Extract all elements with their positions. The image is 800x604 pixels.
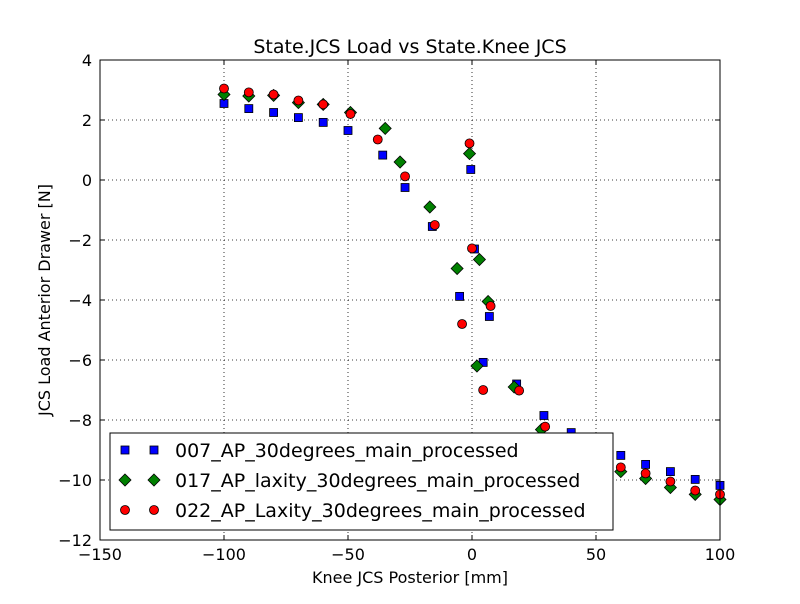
series-3-points	[219, 83, 725, 500]
data-point	[665, 476, 676, 487]
data-point	[457, 319, 467, 329]
data-point	[641, 459, 650, 469]
data-point	[268, 89, 279, 100]
data-point	[219, 83, 229, 94]
legend-box	[109, 432, 614, 531]
y-tick-label: −4	[68, 291, 92, 310]
legend-marker	[149, 445, 159, 455]
y-tick-label: −2	[68, 231, 92, 250]
y-tick-label: 2	[82, 111, 92, 130]
data-point	[423, 200, 437, 214]
data-point	[666, 467, 675, 477]
x-tick-label: 0	[467, 545, 477, 564]
legend: 007_AP_30degrees_main_processed 017_AP_l…	[109, 432, 614, 531]
data-point	[485, 301, 496, 311]
data-point	[345, 109, 356, 119]
chart-title: State.JCS Load vs State.Knee JCS	[253, 36, 566, 58]
data-point	[690, 485, 701, 496]
data-point	[400, 183, 410, 192]
data-point	[378, 150, 388, 160]
data-point	[372, 134, 383, 145]
x-tick-label: −150	[78, 545, 122, 564]
data-point	[318, 118, 328, 127]
data-point	[462, 147, 477, 161]
y-tick-label: −12	[58, 531, 92, 550]
legend-marker	[120, 445, 130, 455]
legend-label-017: 017_AP_laxity_30degrees_main_processed	[175, 470, 580, 492]
x-tick-label: 100	[705, 545, 736, 564]
data-point	[540, 421, 551, 432]
legend-markers	[118, 445, 161, 515]
data-point	[244, 104, 254, 113]
y-tick-label: 0	[82, 171, 92, 190]
legend-marker	[118, 473, 132, 487]
y-tick-label: −10	[58, 471, 92, 490]
axis-ticks: −150 −100 −50 0 50 100 −12 −10 −8 −6 −4 −2 0 2 4	[58, 51, 735, 564]
data-point	[640, 468, 651, 479]
data-point	[464, 138, 475, 149]
y-tick-label: −6	[68, 351, 92, 370]
data-point	[690, 474, 700, 484]
data-point	[429, 220, 440, 230]
x-tick-label: −50	[331, 545, 365, 564]
data-point	[616, 450, 626, 460]
data-point	[615, 462, 626, 473]
data-point	[484, 312, 494, 321]
data-point	[472, 252, 487, 267]
legend-marker	[120, 505, 130, 515]
x-axis-label: Knee JCS Posterior [mm]	[312, 568, 508, 587]
data-point	[478, 385, 489, 395]
legend-marker	[147, 473, 161, 487]
data-point	[470, 359, 484, 373]
data-point	[393, 155, 407, 169]
data-point	[466, 165, 476, 174]
legend-label-007: 007_AP_30degrees_main_processed	[175, 440, 519, 462]
legend-label-022: 022_AP_Laxity_30degrees_main_processed	[175, 500, 586, 522]
legend-marker	[149, 505, 159, 515]
data-point	[467, 243, 477, 254]
data-point	[514, 385, 525, 396]
data-point	[450, 261, 464, 276]
data-point	[539, 411, 549, 420]
data-point	[343, 126, 353, 135]
data-point	[293, 113, 303, 122]
data-point	[455, 291, 465, 301]
data-point	[293, 95, 304, 106]
y-tick-label: 4	[82, 51, 92, 70]
y-tick-label: −8	[68, 411, 92, 430]
data-point	[269, 108, 279, 117]
data-point	[243, 87, 254, 98]
data-point	[318, 99, 329, 110]
data-point	[378, 121, 392, 135]
data-point	[400, 171, 410, 182]
x-tick-label: 50	[586, 545, 606, 564]
x-tick-label: −100	[202, 545, 246, 564]
y-axis-label: JCS Load Anterior Drawer [N]	[35, 184, 54, 417]
